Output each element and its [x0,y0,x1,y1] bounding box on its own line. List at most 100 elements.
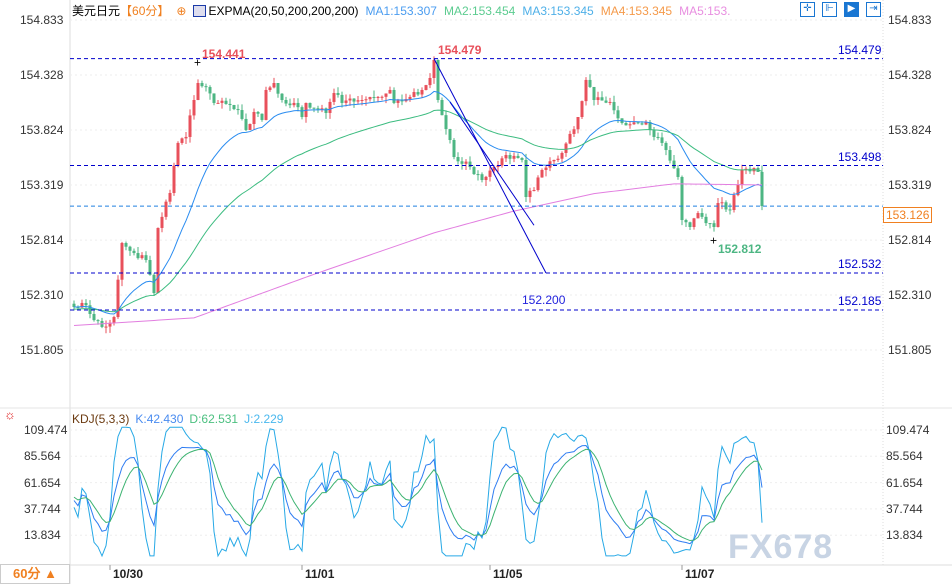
range-icon[interactable]: ⊩ [822,2,837,17]
kdj-tick-left: 37.744 [24,501,61,516]
candle-up [644,122,648,125]
candle-down [668,150,672,161]
candle-down [312,107,316,109]
price-tick-left: 154.833 [20,13,64,27]
candle-down [336,93,340,95]
candle-up [732,195,736,210]
period-button[interactable]: 60分 ▲ [0,564,70,584]
time-tick-label: 10/30 [113,567,144,581]
candle-up [172,165,176,193]
candle-down [200,83,204,87]
indicator-icon[interactable] [193,4,207,17]
candle-up [268,87,272,90]
candle-up [112,317,116,323]
candle-down [340,94,344,103]
candle-up [584,79,588,102]
annotation-label: 154.479 [438,42,482,57]
price-tick-left: 151.805 [20,343,64,358]
candle-down [276,83,280,94]
time-tick-label: 11/07 [685,567,715,581]
crosshair-icon[interactable]: ✛ [800,2,815,17]
candle-down [452,140,456,158]
ma2-line [73,109,763,313]
candle-up [292,102,296,106]
ma1-value: MA1:153.307 [365,3,437,18]
candle-up [632,122,636,125]
symbol-name: 美元日元 [72,4,121,18]
hline-label: 154.479 [838,42,882,57]
exit-icon[interactable]: ⇥ [866,2,881,17]
high-marker: + [194,56,201,70]
kdj-d: D:62.531 [189,412,239,426]
settings-circle-icon[interactable]: ⊕ [176,3,187,18]
period-label[interactable]: 【60分】 [120,4,170,18]
candle-down [372,97,376,99]
candle-down [704,216,708,224]
candle-down [516,155,520,159]
kdj-tick-right: 61.654 [886,475,923,490]
play-icon[interactable]: ▶ [844,2,859,17]
candle-down [84,302,88,306]
price-tick-right: 151.805 [888,343,932,358]
candle-up [500,158,504,166]
candle-up [484,176,488,181]
candle-up [428,77,432,86]
candle-down [72,303,76,307]
candle-up [512,155,516,159]
candle-up [424,85,428,90]
gear-icon[interactable]: ☼ [4,407,16,422]
candle-down [656,136,660,138]
candle-down [416,92,420,95]
candle-up [116,279,120,318]
candle-down [520,158,524,160]
candle-down [468,161,472,168]
candle-up [464,161,468,164]
candle-down [592,86,596,101]
candle-up [104,326,108,328]
candle-down [296,102,300,108]
candle-up [576,117,580,130]
candle-down [244,118,248,130]
kdj-tick-right: 109.474 [886,423,930,437]
candle-down [280,93,284,101]
candle-up [380,96,384,98]
price-tick-right: 152.814 [888,233,932,248]
candle-up [628,124,632,126]
candle-down [652,130,656,137]
candle-up [184,136,188,139]
candle-down [524,159,528,198]
candle-down [676,168,680,177]
candle-down [212,93,216,103]
candle-down [648,122,652,131]
candle-down [300,107,304,118]
kdj-tick-left: 109.474 [24,423,68,437]
candle-up [560,152,564,159]
candle-down [664,142,668,151]
candle-up [344,100,348,103]
candle-down [256,111,260,114]
candle-down [316,108,320,110]
ma1-line [73,90,763,315]
candle-down [128,246,132,251]
candle-up [168,192,172,202]
time-tick-label: 11/05 [493,567,523,581]
price-tick-left: 152.814 [20,233,64,248]
candle-up [504,155,508,159]
candle-down [616,110,620,119]
candle-up [540,169,544,178]
candle-down [760,171,764,207]
candle-up [264,89,268,120]
candle-up [216,102,220,104]
kdj-tick-left: 85.564 [24,449,61,464]
candle-down [124,243,128,247]
candle-down [132,250,136,254]
candle-up [556,158,560,160]
price-tick-right: 153.824 [888,122,932,137]
candle-down [324,108,328,113]
trend-line [433,58,547,274]
candle-up [156,227,160,294]
candle-up [536,177,540,191]
candle-up [432,60,436,78]
candle-up [176,142,180,166]
